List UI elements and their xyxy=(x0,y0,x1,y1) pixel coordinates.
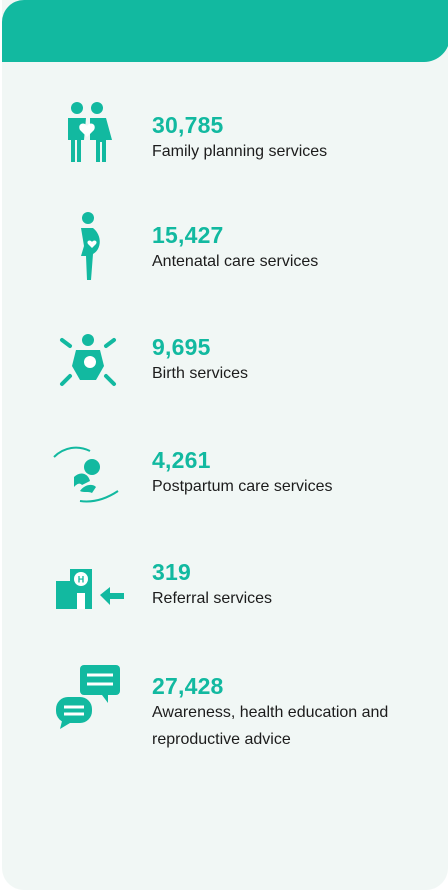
svg-text:H: H xyxy=(78,575,85,585)
birth-icon xyxy=(60,334,116,386)
stat-value: 319 xyxy=(152,559,191,585)
stat-value: 9,695 xyxy=(152,334,211,360)
stat-label: Referral services xyxy=(152,590,273,607)
stat-label: Birth services xyxy=(152,365,249,382)
couple-icon xyxy=(68,102,112,162)
stat-label: Postpartum care services xyxy=(152,478,333,495)
stat-value: 15,427 xyxy=(152,222,224,248)
header-band xyxy=(2,0,448,62)
referral-icon: H xyxy=(56,569,124,609)
pregnant-icon xyxy=(81,212,100,280)
postpartum-icon xyxy=(53,446,119,503)
stat-label: Awareness, health education and reproduc… xyxy=(152,704,389,748)
stat-label: Antenatal care services xyxy=(152,253,319,270)
stat-value: 30,785 xyxy=(152,112,224,138)
stat-label: Family planning services xyxy=(152,143,328,160)
stat-value: 4,261 xyxy=(152,447,211,473)
chat-icon xyxy=(56,665,120,729)
stat-value: 27,428 xyxy=(152,673,224,699)
